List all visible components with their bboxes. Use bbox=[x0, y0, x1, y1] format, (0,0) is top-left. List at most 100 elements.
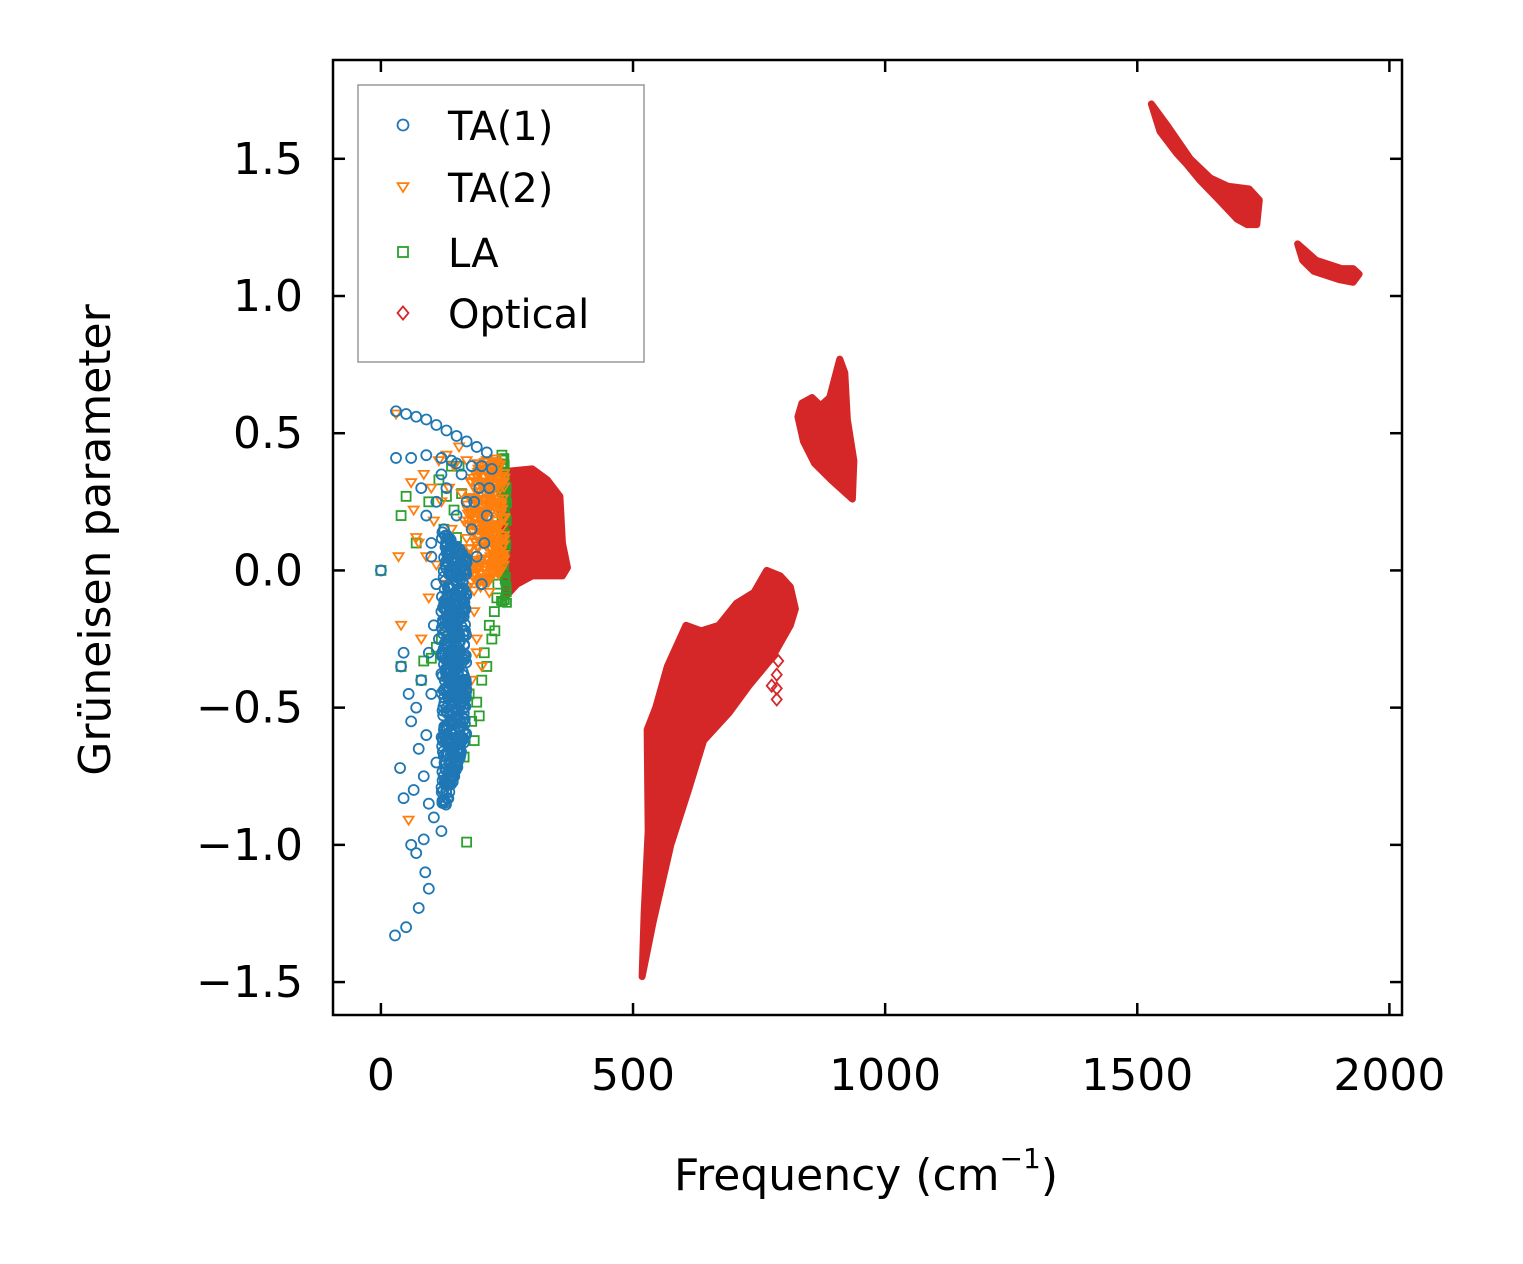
ta2-band-point bbox=[494, 504, 508, 516]
ta1-point bbox=[422, 646, 435, 659]
y-tick-label: 0.0 bbox=[233, 545, 303, 596]
ta1-point bbox=[435, 468, 448, 481]
ta1-point bbox=[410, 847, 423, 859]
ta1-point bbox=[460, 435, 473, 448]
ta2-band-point bbox=[496, 560, 511, 572]
x-tick-label: 1000 bbox=[829, 1050, 941, 1101]
ta2-band-point bbox=[480, 522, 494, 534]
ta1-point bbox=[435, 605, 448, 618]
ta2-point bbox=[470, 648, 484, 659]
legend-label-1: TA(1) bbox=[447, 104, 553, 150]
ta1-point bbox=[419, 866, 432, 879]
ta1-point bbox=[460, 495, 473, 508]
ta2-point bbox=[475, 662, 489, 673]
ta1-point bbox=[430, 578, 443, 591]
ta1-point bbox=[440, 482, 453, 495]
ta1-point bbox=[397, 792, 410, 805]
ta2-band-point bbox=[486, 558, 500, 570]
y-tick-label: 0.5 bbox=[233, 408, 303, 459]
ta2-point bbox=[454, 489, 469, 500]
ta2-point bbox=[412, 538, 426, 550]
legend-label-4: Optical bbox=[448, 292, 589, 338]
ta2-band-point bbox=[496, 494, 510, 506]
ta1-band-point bbox=[454, 722, 467, 734]
ta1-point bbox=[430, 419, 443, 431]
legend-marker-1 bbox=[396, 118, 410, 132]
la-point bbox=[395, 510, 407, 521]
ta1-point bbox=[422, 882, 435, 895]
ta2-point bbox=[462, 544, 476, 555]
y-tick-label: 1.0 bbox=[233, 271, 303, 322]
ta1-point bbox=[427, 619, 440, 632]
optical-point bbox=[770, 667, 783, 683]
ta1-point bbox=[473, 482, 486, 495]
ta2-point bbox=[391, 552, 406, 563]
ta1-band-point bbox=[444, 533, 456, 545]
y-tick-label: −0.5 bbox=[196, 683, 303, 734]
la-band-point bbox=[501, 584, 512, 595]
ta1-point bbox=[420, 413, 433, 426]
ta1-band-point bbox=[447, 667, 459, 680]
ta2-band-point bbox=[486, 471, 501, 483]
ta1-point bbox=[420, 449, 433, 462]
ta1-point bbox=[440, 424, 453, 437]
ta1-band-point bbox=[451, 577, 463, 590]
ta1-point bbox=[465, 523, 478, 536]
ta2-band-point bbox=[478, 566, 492, 577]
ta1-point bbox=[468, 495, 481, 508]
ta2-band-point bbox=[467, 586, 481, 598]
ta2-point bbox=[409, 533, 423, 544]
legend-label-3: LA bbox=[448, 231, 499, 277]
ta1-band-point bbox=[456, 715, 469, 728]
ta2-band-point bbox=[461, 509, 475, 521]
ta2-band-point bbox=[495, 542, 510, 554]
ta2-point bbox=[457, 516, 471, 528]
ta1-point bbox=[407, 784, 420, 796]
la-point bbox=[476, 674, 488, 686]
ta1-band-point bbox=[441, 545, 454, 558]
ta1-band-point bbox=[440, 668, 453, 681]
ta2-band-point bbox=[471, 576, 486, 588]
ta1-point bbox=[475, 578, 488, 591]
ta2-band-point bbox=[497, 469, 511, 480]
y-tick-label: −1.5 bbox=[196, 957, 303, 1008]
tick-labels: 0 500 1000 1500 2000 −1.5 −1.0 −0.5 0.0 0.5 1.0 1.5 bbox=[196, 134, 1445, 1101]
ta2-band-point bbox=[497, 535, 511, 546]
ta1-point bbox=[478, 537, 491, 549]
la-point bbox=[441, 490, 452, 502]
axis-ticks bbox=[333, 60, 1402, 1015]
la-point bbox=[461, 836, 473, 848]
ta1-point bbox=[427, 811, 440, 824]
ta1-point bbox=[485, 462, 498, 475]
ta1-band-point bbox=[454, 570, 467, 583]
ta2-point bbox=[422, 593, 436, 605]
ta1-band-point bbox=[442, 731, 455, 744]
ta1-band-point bbox=[459, 618, 471, 631]
ta1-band-point bbox=[438, 674, 451, 687]
ta2-point bbox=[490, 524, 504, 536]
la-point bbox=[400, 490, 412, 502]
ta1-point bbox=[422, 797, 435, 810]
ta1-point bbox=[417, 770, 430, 783]
x-tick-label: 1500 bbox=[1081, 1050, 1193, 1101]
ta2-point bbox=[427, 516, 441, 528]
ta1-point bbox=[402, 688, 415, 700]
ta1-point bbox=[390, 452, 402, 464]
ta1-point bbox=[405, 715, 418, 728]
optical-point bbox=[772, 653, 785, 669]
ta2-band-point bbox=[477, 472, 491, 483]
ta1-point bbox=[480, 446, 493, 459]
plot-frame bbox=[331, 58, 1404, 1017]
ta1-point bbox=[480, 509, 493, 522]
ta2-band-point bbox=[494, 501, 508, 513]
optical-region-3 bbox=[794, 355, 858, 503]
ta1-band-point bbox=[438, 551, 450, 564]
legend-marker-3 bbox=[397, 246, 409, 258]
ta1-point bbox=[375, 564, 387, 577]
ta1-band-point bbox=[445, 778, 457, 791]
ta1-band-point bbox=[454, 733, 467, 746]
ta2-point bbox=[452, 442, 466, 454]
ta1-point bbox=[389, 929, 401, 942]
ta1-point bbox=[425, 550, 438, 563]
ta1-band-point bbox=[457, 554, 469, 567]
